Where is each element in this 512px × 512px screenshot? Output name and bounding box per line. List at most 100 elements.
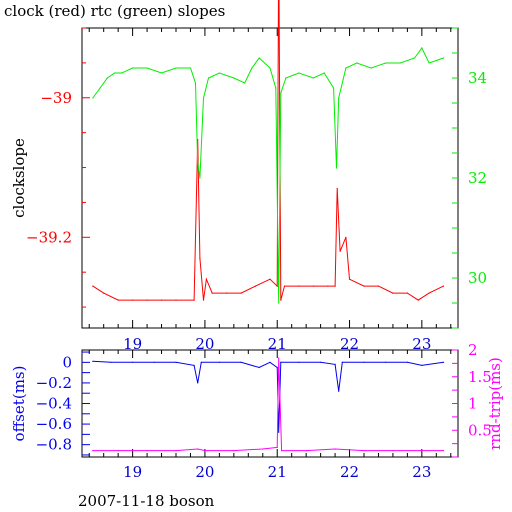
data-point	[421, 364, 423, 366]
data-point	[442, 361, 445, 363]
data-point	[414, 57, 416, 59]
y-left-tick-label: −0.4	[36, 395, 72, 413]
data-point	[175, 67, 177, 69]
y-right-tick-label: 30	[468, 269, 487, 287]
data-point	[312, 285, 314, 287]
data-point	[406, 292, 408, 294]
data-point	[333, 87, 335, 89]
data-point	[298, 72, 300, 74]
data-point	[298, 361, 300, 363]
series-line-2-1	[92, 360, 444, 433]
x-tick-label: 22	[340, 463, 359, 481]
data-point	[385, 62, 387, 64]
data-point	[258, 366, 260, 369]
x-tick-label: 19	[123, 335, 142, 353]
data-point	[262, 448, 264, 450]
data-point	[204, 450, 206, 452]
series-line-1-2	[92, 47, 444, 304]
data-point	[193, 364, 195, 366]
data-point	[132, 67, 134, 69]
page-title: clock (red) rtc (green) slopes	[4, 2, 226, 20]
x-tick-label: 21	[268, 335, 287, 353]
data-point	[283, 285, 286, 287]
data-point	[207, 77, 210, 79]
data-point	[377, 285, 380, 287]
data-point	[417, 299, 419, 301]
data-point	[269, 278, 271, 280]
data-point	[99, 87, 101, 89]
data-point	[338, 390, 340, 392]
data-point	[146, 450, 148, 452]
data-point	[345, 67, 347, 69]
data-point	[327, 285, 329, 287]
data-point	[278, 357, 280, 359]
data-point	[392, 292, 394, 294]
data-point	[218, 361, 220, 363]
data-point	[117, 450, 119, 452]
data-point	[106, 77, 108, 79]
x-tick-label: 21	[268, 463, 287, 481]
y-left-tick-label: −0.8	[36, 436, 72, 454]
data-point	[258, 57, 260, 59]
data-point	[399, 62, 401, 64]
data-point	[320, 361, 322, 363]
y-right-tick-label: 34	[468, 69, 487, 87]
data-point	[334, 285, 336, 287]
data-point	[197, 382, 199, 384]
data-point	[240, 361, 242, 363]
data-point	[348, 278, 351, 280]
data-point	[269, 67, 271, 69]
data-point	[199, 177, 201, 179]
data-point	[363, 285, 365, 287]
footer-label: 2007-11-18 boson	[78, 492, 215, 510]
x-tick-label: 20	[195, 335, 214, 353]
data-point	[92, 360, 94, 362]
data-point	[175, 299, 177, 301]
data-point	[339, 250, 341, 252]
y-left-tick-label: −0.2	[36, 374, 72, 392]
data-point	[153, 361, 155, 363]
data-point	[103, 292, 105, 294]
data-point	[312, 77, 314, 79]
series-line-1-1	[92, 0, 444, 301]
x-tick-label: 23	[412, 463, 431, 481]
y-left-tick-label: 0	[62, 353, 72, 371]
plot-frame-1	[81, 27, 459, 329]
data-point	[189, 67, 192, 69]
data-point	[363, 450, 365, 452]
data-point	[226, 292, 228, 294]
data-point	[175, 361, 177, 363]
x-tick-label: 22	[340, 335, 359, 353]
y-left-tick-label: −39	[40, 89, 72, 107]
series-line-2-2	[92, 357, 444, 452]
data-point	[132, 299, 134, 301]
data-point	[428, 292, 430, 294]
data-point	[160, 299, 163, 301]
plot-frame-2	[81, 349, 459, 458]
data-point	[323, 72, 325, 74]
data-point	[276, 446, 278, 448]
data-point	[117, 299, 119, 301]
data-point	[110, 361, 112, 363]
y-right-tick-label: 2	[468, 341, 478, 359]
data-point	[336, 187, 338, 190]
y-axis-label-1: clockslope	[10, 138, 28, 218]
data-point	[442, 450, 445, 452]
data-point	[113, 72, 116, 74]
data-point	[92, 285, 94, 287]
data-point	[335, 167, 338, 169]
data-point	[193, 299, 195, 301]
data-point	[275, 87, 277, 89]
data-point	[160, 72, 163, 74]
y-axis-label-2: offset(ms)	[10, 366, 28, 442]
data-point	[92, 97, 94, 99]
data-point	[240, 292, 242, 294]
data-point	[202, 299, 205, 301]
data-point	[276, 285, 278, 287]
data-point	[197, 162, 199, 164]
data-point	[199, 257, 201, 259]
data-point	[334, 448, 336, 450]
data-point	[406, 361, 408, 363]
data-point	[341, 361, 343, 363]
